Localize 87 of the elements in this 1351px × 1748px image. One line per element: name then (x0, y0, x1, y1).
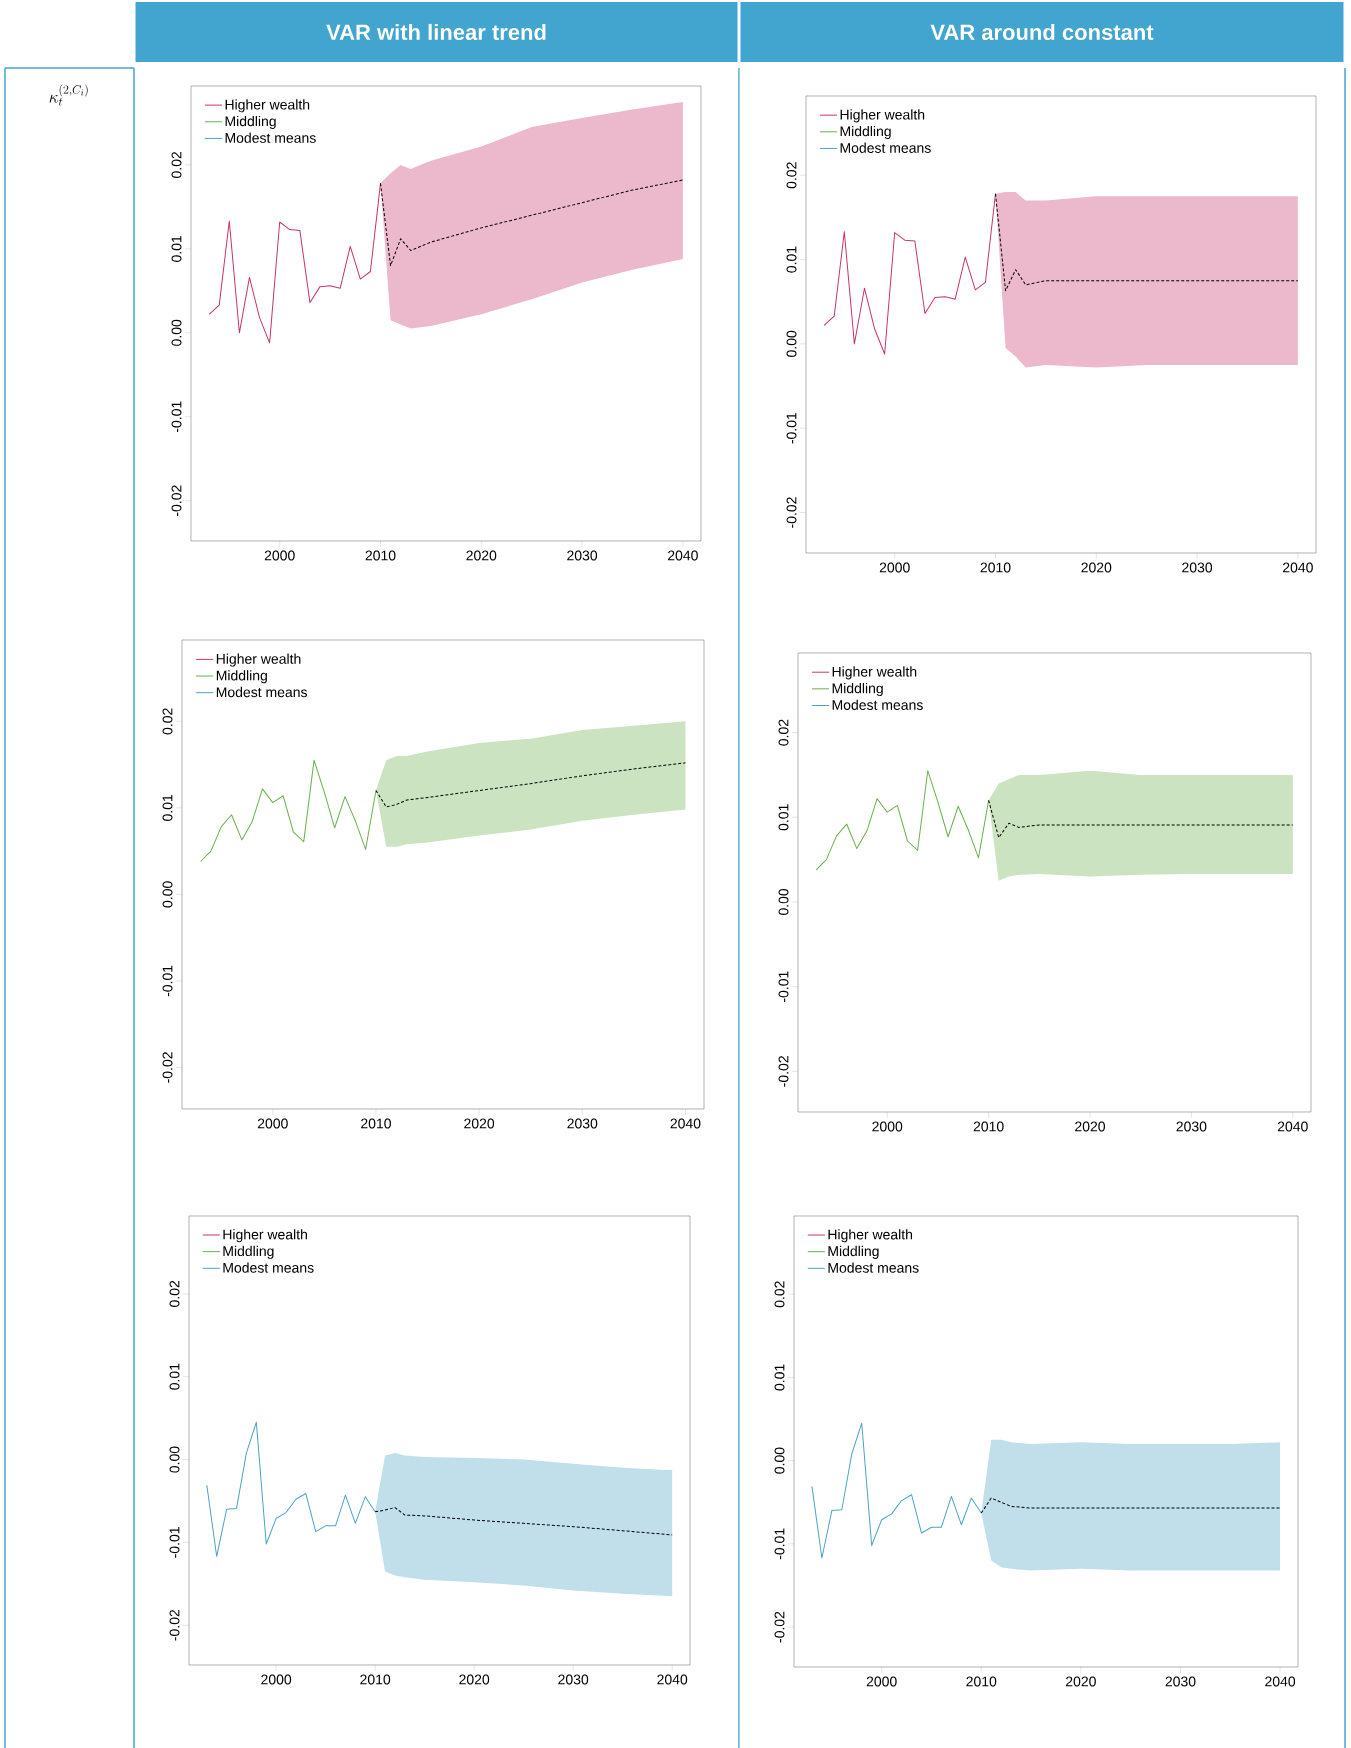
y-tick-label: -0.02 (169, 1609, 180, 1641)
x-tick-label: 2040 (1277, 1121, 1308, 1132)
y-tick-label: 0.02 (778, 719, 789, 746)
x-tick-label: 2020 (1081, 562, 1112, 573)
legend-label: Middling (828, 1245, 879, 1259)
line-series (811, 1422, 982, 1559)
x-tick-label: 2040 (670, 1118, 701, 1129)
x-tick-label: 2000 (257, 1118, 288, 1129)
legend-label: Middling (216, 670, 267, 684)
x-tick-label: 2040 (667, 550, 698, 561)
y-tick-label: -0.02 (162, 1052, 173, 1083)
legend-label: Higher wealth (225, 99, 310, 113)
legend-label: Modest means (225, 132, 316, 143)
y-tick-label: 0.00 (162, 881, 173, 908)
legend-label: Middling (225, 115, 276, 129)
x-tick-label: 2010 (980, 562, 1011, 573)
line-series (374, 1507, 673, 1536)
legend-label: Modest means (828, 1262, 919, 1273)
x-tick-label: 2000 (872, 1121, 903, 1132)
x-tick-label: 2020 (466, 550, 497, 561)
line-series (375, 762, 686, 808)
y-tick-label: 0.02 (169, 1280, 180, 1307)
y-tick-label: 0.00 (171, 319, 182, 346)
x-tick-label: 2000 (879, 562, 910, 573)
x-tick-label: 2010 (973, 1121, 1004, 1132)
legend-label: Middling (840, 125, 891, 140)
y-tick-label: 0.01 (778, 804, 789, 831)
legend-label: Middling (832, 683, 883, 697)
x-tick-label: 2030 (1182, 562, 1213, 573)
y-tick-label: 0.00 (774, 1447, 785, 1474)
x-tick-label: 2030 (567, 1118, 598, 1129)
x-tick-label: 2030 (558, 1674, 589, 1685)
x-tick-label: 2020 (1066, 1676, 1096, 1687)
y-tick-label: -0.02 (171, 485, 182, 517)
x-tick-label: 2000 (866, 1676, 897, 1687)
y-tick-label: 0.02 (786, 162, 797, 189)
line-series (200, 759, 377, 863)
x-tick-label: 2040 (657, 1674, 688, 1685)
legend-label: Middling (223, 1245, 274, 1259)
legend-label: Modest means (223, 1262, 314, 1273)
x-tick-label: 2010 (966, 1676, 997, 1687)
x-tick-label: 2000 (264, 550, 295, 561)
legend-label: Modest means (832, 699, 923, 710)
x-tick-label: 2020 (464, 1118, 495, 1129)
y-tick-label: 0.01 (786, 246, 797, 273)
y-tick-label: 0.00 (786, 330, 797, 357)
y-tick-label: 0.02 (171, 151, 182, 178)
x-tick-label: 2030 (567, 550, 598, 561)
y-tick-label: -0.02 (778, 1056, 789, 1087)
legend-label: Higher wealth (216, 653, 301, 667)
line-series (206, 1421, 376, 1557)
legend-label: Modest means (216, 686, 307, 698)
x-tick-label: 2020 (459, 1674, 490, 1685)
y-tick-label: 0.01 (171, 235, 182, 262)
x-tick-label: 2030 (1165, 1676, 1196, 1687)
y-tick-label: -0.02 (786, 497, 797, 528)
y-tick-label: -0.01 (171, 401, 182, 433)
x-tick-label: 2040 (1265, 1676, 1296, 1687)
y-tick-label: -0.01 (778, 971, 789, 1002)
x-tick-label: 2010 (361, 1118, 391, 1129)
line-series (815, 770, 990, 871)
y-tick-label: 0.02 (774, 1281, 785, 1308)
y-tick-label: -0.01 (162, 965, 173, 997)
legend-label: Higher wealth (840, 109, 925, 123)
x-tick-label: 2000 (261, 1674, 292, 1685)
chart-title: VAR with linear trend (326, 23, 546, 41)
y-tick-label: 0.01 (169, 1363, 180, 1390)
y-tick-label: -0.01 (169, 1527, 180, 1558)
y-tick-label: 0.01 (774, 1364, 785, 1391)
x-tick-label: 2020 (1075, 1121, 1106, 1132)
y-tick-label: -0.01 (786, 412, 797, 444)
x-tick-label: 2040 (1282, 562, 1313, 573)
x-tick-label: 2010 (365, 550, 396, 561)
y-tick-label: 0.00 (778, 888, 789, 916)
y-axis-title: $\kappa_t^{(2,C_i)}$ (49, 84, 88, 106)
y-tick-label: -0.01 (774, 1528, 785, 1560)
legend-label: Modest means (840, 142, 931, 153)
legend-label: Higher wealth (832, 666, 917, 680)
y-tick-label: 0.02 (162, 708, 173, 735)
x-tick-label: 2010 (360, 1674, 391, 1685)
y-tick-label: -0.02 (774, 1611, 785, 1643)
y-tick-label: 0.01 (162, 794, 173, 821)
legend-label: Higher wealth (223, 1229, 307, 1243)
legend-label: Higher wealth (828, 1229, 913, 1243)
y-tick-label: 0.00 (169, 1446, 180, 1473)
chart-title: VAR around constant (930, 23, 1154, 41)
x-tick-label: 2030 (1176, 1121, 1207, 1132)
